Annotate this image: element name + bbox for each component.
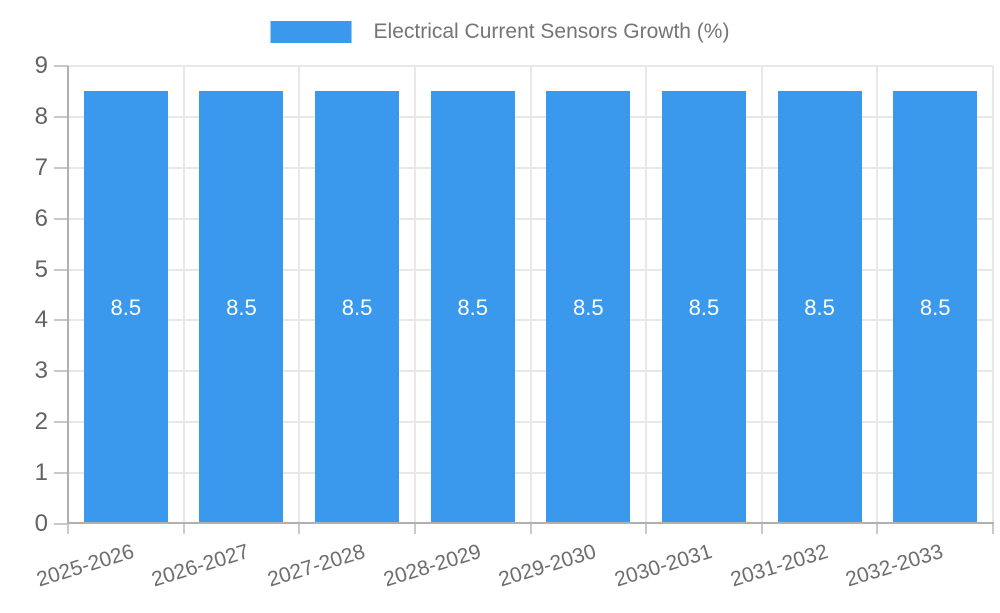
bar[interactable]: 8.5 <box>546 91 631 524</box>
gridline-vertical <box>645 66 648 524</box>
legend-series-label: Electrical Current Sensors Growth (%) <box>373 20 730 43</box>
y-axis-tick <box>54 217 68 220</box>
bar-value-label: 8.5 <box>457 294 488 320</box>
y-axis-tick <box>54 166 68 169</box>
y-axis-tick <box>54 370 68 373</box>
y-axis-tick-label: 7 <box>34 153 48 181</box>
y-axis-tick-label: 5 <box>34 255 48 283</box>
x-axis-tick <box>645 524 648 534</box>
bar-value-label: 8.5 <box>341 294 373 320</box>
bar-value-label: 8.5 <box>804 294 835 320</box>
gridline-vertical <box>413 66 416 524</box>
y-axis-tick <box>54 65 68 67</box>
gridline-vertical <box>182 66 185 524</box>
y-axis-tick-label: 9 <box>34 52 48 79</box>
y-axis-tick <box>54 523 68 525</box>
y-axis-tick-label: 0 <box>34 510 48 537</box>
y-axis-tick-label: 8 <box>34 102 48 130</box>
y-axis-line <box>67 66 69 524</box>
bar[interactable]: 8.5 <box>199 91 284 524</box>
gridline-vertical <box>876 66 879 524</box>
y-axis-tick <box>54 319 68 322</box>
y-axis-tick-label: 4 <box>34 306 48 334</box>
y-axis-tick-label: 2 <box>34 408 48 436</box>
x-axis-tick <box>182 524 185 534</box>
x-axis-tick <box>67 524 69 534</box>
legend-swatch <box>270 21 352 43</box>
bar[interactable]: 8.5 <box>430 91 515 524</box>
bar[interactable]: 8.5 <box>893 91 978 524</box>
bar[interactable]: 8.5 <box>661 91 746 524</box>
bar[interactable]: 8.5 <box>83 91 168 524</box>
y-axis-tick-label: 6 <box>34 204 48 232</box>
y-axis-tick-label: 1 <box>34 459 48 487</box>
y-axis-tick <box>54 421 68 424</box>
bar-value-label: 8.5 <box>573 294 604 320</box>
gridline-vertical <box>298 66 301 524</box>
x-axis-tick <box>298 524 301 534</box>
x-axis-tick <box>760 524 763 534</box>
y-axis-tick <box>54 472 68 475</box>
bar-value-label: 8.5 <box>919 294 951 320</box>
x-axis-tick <box>992 524 994 534</box>
bar[interactable]: 8.5 <box>315 91 400 524</box>
x-axis-tick <box>413 524 416 534</box>
bar-value-label: 8.5 <box>688 294 720 320</box>
legend[interactable]: Electrical Current Sensors Growth (%) <box>270 20 730 44</box>
x-axis-line <box>67 522 994 524</box>
bar-chart: Electrical Current Sensors Growth (%) 0 1… <box>33 20 994 592</box>
y-axis-tick-label: 3 <box>34 357 48 385</box>
gridline-vertical <box>992 66 994 524</box>
y-axis-tick <box>54 115 68 118</box>
bar-value-label: 8.5 <box>110 294 142 320</box>
y-axis-tick <box>54 268 68 271</box>
bar-value-label: 8.5 <box>226 294 257 320</box>
gridline-vertical <box>760 66 763 524</box>
x-axis-tick <box>876 524 879 534</box>
x-axis-tick <box>529 524 532 534</box>
bar[interactable]: 8.5 <box>777 91 862 524</box>
gridline-vertical <box>529 66 532 524</box>
